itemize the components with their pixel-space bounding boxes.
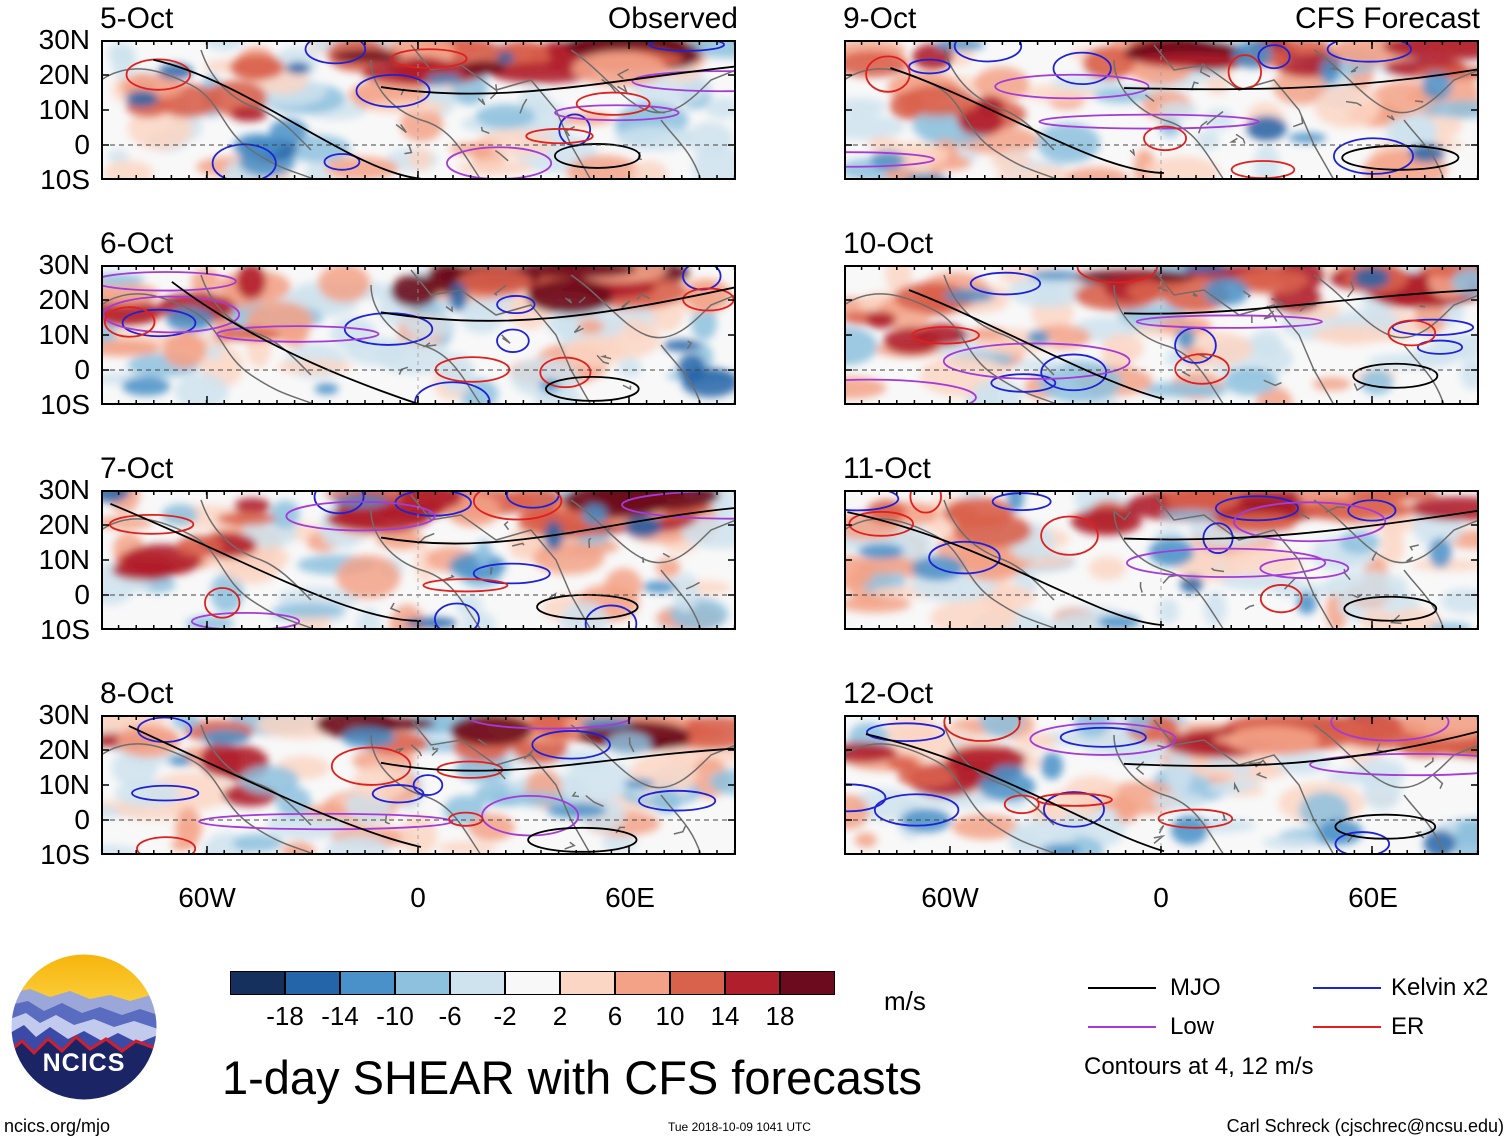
map-panel-7-oct xyxy=(101,490,736,630)
colorbar-tick-label: 18 xyxy=(765,1001,795,1031)
map-graphic xyxy=(844,715,1479,855)
map-panel-9-oct xyxy=(844,40,1479,180)
y-label-30n: 30N xyxy=(38,699,90,730)
y-label-0: 0 xyxy=(74,579,90,610)
y-label-0: 0 xyxy=(74,354,90,385)
panel-date-label-6-oct: 6-Oct xyxy=(100,227,174,260)
ncics-logo-text: NCICS xyxy=(42,1049,126,1077)
panel-date-label-9-oct: 9-Oct xyxy=(843,2,917,35)
map-panel-6-oct xyxy=(101,265,736,405)
map-graphic xyxy=(101,490,736,630)
map-panel-5-oct xyxy=(101,40,736,180)
y-label-10s: 10S xyxy=(40,839,90,870)
legend-line-low xyxy=(1088,1026,1156,1028)
panel-date-label-7-oct: 7-Oct xyxy=(100,452,174,485)
panel-date-label-8-oct: 8-Oct xyxy=(100,677,174,710)
colorbar-swatch xyxy=(340,971,395,995)
legend-line-mjo xyxy=(1088,987,1156,989)
ncics-logo: NCICS xyxy=(10,953,158,1101)
colorbar-swatch xyxy=(450,971,505,995)
map-panel-11-oct xyxy=(844,490,1479,630)
map-graphic xyxy=(844,490,1479,630)
legend-label-mjo: MJO xyxy=(1170,974,1221,1001)
colorbar-unit: m/s xyxy=(884,986,926,1016)
colorbar-swatch xyxy=(505,971,560,995)
ncics-logo-graphic xyxy=(10,953,158,1101)
panel-date-label-10-oct: 10-Oct xyxy=(843,227,934,260)
x-label-0: 0 xyxy=(1153,882,1169,913)
colorbar-tick-label: 14 xyxy=(710,1001,740,1031)
colorbar: -18 -14 -10 -6 -2 2 6 10 14 18 xyxy=(230,971,835,1041)
legend-label-kelvin: Kelvin x2 xyxy=(1391,974,1489,1001)
colorbar-tick-label: 2 xyxy=(552,1001,568,1031)
map-graphic xyxy=(101,265,736,405)
map-graphic xyxy=(101,715,736,855)
colorbar-swatch xyxy=(230,971,285,995)
legend-line-kelvin xyxy=(1313,987,1381,989)
panel-date-label-11-oct: 11-Oct xyxy=(843,452,931,485)
y-label-20n: 20N xyxy=(38,734,90,765)
observed-heading: Observed xyxy=(607,2,738,35)
panel-date-label-5-oct: 5-Oct xyxy=(100,2,174,35)
legend-line-er xyxy=(1313,1026,1381,1028)
y-label-20n: 20N xyxy=(38,509,90,540)
y-label-10n: 10N xyxy=(38,544,90,575)
y-label-10n: 10N xyxy=(38,319,90,350)
y-label-10s: 10S xyxy=(40,164,90,195)
x-label-60e: 60E xyxy=(605,882,655,913)
x-label-0: 0 xyxy=(410,882,426,913)
legend-label-er: ER xyxy=(1391,1013,1425,1040)
y-label-30n: 30N xyxy=(38,474,90,505)
map-panel-12-oct xyxy=(844,715,1479,855)
legend-label-low: Low xyxy=(1170,1013,1215,1040)
y-label-10s: 10S xyxy=(40,389,90,420)
colorbar-tick-label: -2 xyxy=(493,1001,517,1031)
colorbar-tick-label: -6 xyxy=(438,1001,462,1031)
colorbar-swatch xyxy=(560,971,615,995)
figure-title: 1-day SHEAR with CFS forecasts xyxy=(222,1051,922,1104)
x-label-60w: 60W xyxy=(178,882,236,913)
legend-contour-note: Contours at 4, 12 m/s xyxy=(1084,1053,1314,1080)
y-label-30n: 30N xyxy=(38,24,90,55)
colorbar-swatch xyxy=(395,971,450,995)
footer-credit: Carl Schreck (cjschrec@ncsu.edu) xyxy=(1226,1116,1504,1136)
y-label-10n: 10N xyxy=(38,769,90,800)
map-panel-10-oct xyxy=(844,265,1479,405)
y-label-10n: 10N xyxy=(38,94,90,125)
map-graphic xyxy=(844,40,1479,180)
colorbar-swatch xyxy=(780,971,835,995)
footer-timestamp: Tue 2018-10-09 1041 UTC xyxy=(668,1120,811,1134)
forecast-heading: CFS Forecast xyxy=(1294,2,1480,35)
y-label-0: 0 xyxy=(74,129,90,160)
colorbar-swatch xyxy=(670,971,725,995)
map-panel-8-oct xyxy=(101,715,736,855)
x-label-60e: 60E xyxy=(1348,882,1398,913)
y-label-10s: 10S xyxy=(40,614,90,645)
y-label-20n: 20N xyxy=(38,284,90,315)
colorbar-tick-label: -14 xyxy=(321,1001,359,1031)
map-graphic xyxy=(844,265,1479,405)
x-label-60w: 60W xyxy=(921,882,979,913)
map-graphic xyxy=(101,40,736,180)
colorbar-tick-label: -10 xyxy=(376,1001,414,1031)
y-label-20n: 20N xyxy=(38,59,90,90)
colorbar-swatch xyxy=(725,971,780,995)
colorbar-tick-label: 6 xyxy=(607,1001,623,1031)
colorbar-tick-label: 10 xyxy=(655,1001,685,1031)
colorbar-swatch xyxy=(615,971,670,995)
footer-url: ncics.org/mjo xyxy=(4,1116,111,1136)
y-label-30n: 30N xyxy=(38,249,90,280)
y-label-0: 0 xyxy=(74,804,90,835)
panel-date-label-12-oct: 12-Oct xyxy=(843,677,934,710)
colorbar-tick-label: -18 xyxy=(266,1001,304,1031)
colorbar-swatch xyxy=(285,971,340,995)
